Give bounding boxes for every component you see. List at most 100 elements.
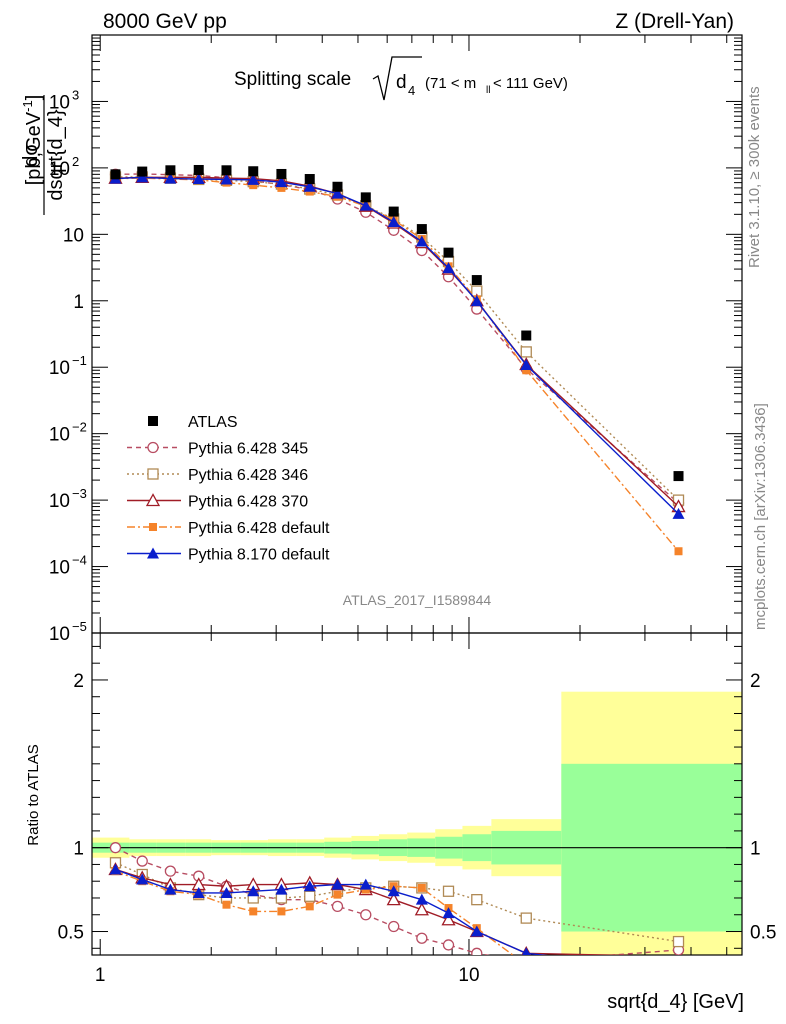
legend-label-ATLAS: ATLAS (188, 414, 238, 431)
y-tick-label: 10 (49, 92, 70, 113)
ratio-point-p8def (136, 873, 149, 885)
series-point-p346 (520, 346, 532, 358)
series-point-p8def (672, 507, 685, 519)
ratio-point-p8def (109, 863, 122, 875)
legend-marker-p346 (147, 468, 159, 480)
x-tick-label: 1 (95, 965, 106, 986)
series-point-p8def (520, 359, 533, 371)
atlas-data-point (276, 168, 287, 179)
ylabel-units-text: [pb,GeV (23, 111, 45, 185)
bottom-ylabel: Ratio to ATLAS (25, 744, 42, 845)
atlas-data-point (471, 275, 482, 286)
y-tick-label: 10 (49, 159, 70, 180)
atlas-data-point (521, 330, 532, 341)
series-point-p8def (220, 173, 233, 185)
ratio-line-p345 (115, 847, 679, 955)
title-mass-sub: ll (486, 85, 490, 96)
legend-marker-p8def (147, 547, 159, 559)
ratio-point-p6def (333, 890, 342, 899)
legend-label-p345: Pythia 6.428 345 (188, 441, 308, 458)
series-point-p8def (136, 171, 149, 183)
x-axis-label: sqrt{d_4} [GeV] (607, 991, 744, 1013)
legend-marker-atlas (148, 416, 158, 426)
series-line-p8def (115, 176, 680, 515)
series-point-p6def (522, 366, 531, 375)
ratio-point-p8def (442, 907, 455, 919)
atlas-data-point (416, 224, 427, 235)
y-tick-label: 10 (49, 624, 70, 645)
series-point-p8def (470, 295, 483, 307)
ratio-point-p8def (220, 886, 233, 898)
y-tick-label-exponent: −5 (72, 619, 87, 634)
legend-marker-p345 (147, 441, 159, 454)
ratio-line-p346 (115, 862, 679, 943)
series-point-p8def (192, 173, 205, 185)
y-tick-label: 10 (63, 225, 84, 246)
atlas-data-point (193, 164, 204, 175)
series-point-p8def (442, 262, 455, 274)
ratio-point-p346 (304, 890, 316, 902)
bottom-panel-series (108, 842, 685, 955)
ratio-point-p8def (387, 885, 400, 897)
series-point-p6def (674, 547, 683, 556)
atlas-data-point (304, 174, 315, 185)
top-ylabel: dσ dsqrt{d_4} (20, 95, 67, 215)
ratio-point-p8def (303, 880, 316, 892)
ratio-point-p8def (470, 925, 483, 937)
y-tick-label-exponent: −2 (72, 420, 87, 435)
ratio-point-p8def (522, 947, 531, 955)
ratio-tick-label-right: 2 (750, 671, 761, 692)
title-root-symbol: d (396, 72, 407, 93)
y-tick-label-exponent: −1 (72, 353, 87, 368)
series-point-p8def (415, 235, 428, 247)
ratio-series-group (108, 842, 685, 955)
ratio-point-p6def (277, 907, 286, 916)
top-ylabel-units: [pb,GeV-1] (20, 95, 45, 186)
ratio-point-p345 (360, 909, 372, 921)
ratio-point-p370 (441, 912, 456, 926)
atlas-data-point (248, 166, 259, 177)
atlas-data-point (388, 206, 399, 217)
legend-marker-p6def (149, 523, 157, 531)
ratio-line-p370 (115, 868, 635, 955)
ratio-tick-label-left: 1 (73, 839, 84, 860)
ratio-point-p370 (414, 902, 429, 916)
bottom-panel-frame (91, 632, 743, 956)
ratio-point-p6def (249, 907, 258, 916)
ratio-tick-label-right: 0.5 (750, 923, 776, 944)
ylabel-numerator: dσ (20, 143, 42, 167)
top-panel-frame (91, 34, 743, 634)
ratio-point-p8def (415, 893, 428, 905)
analysis-id: ATLAS_2017_I1589844 (343, 592, 492, 608)
plot-title: Splitting scale (234, 69, 351, 90)
y-tick-label: 10 (49, 558, 70, 579)
ratio-tick-label-left: 0.5 (58, 923, 84, 944)
ratio-point-p8def (275, 883, 288, 895)
atlas-data-point (360, 192, 371, 203)
atlas-data-point (332, 181, 343, 192)
header-right: Z (Drell-Yan) (615, 10, 734, 33)
ylabel-units: [pb,GeV-1] (20, 95, 45, 186)
y-tick-label: 10 (49, 491, 70, 512)
ratio-line-p8def (115, 868, 548, 955)
series-point-p6def (277, 183, 286, 192)
atlas-data-point (443, 247, 454, 258)
header-left: 8000 GeV pp (103, 10, 227, 33)
mcplots-label: mcplots.cern.ch [arXiv:1306.3436] (752, 403, 769, 630)
ratio-point-p346 (471, 894, 483, 906)
ratio-tick-label-right: 1 (750, 839, 761, 860)
ratio-point-p345 (109, 842, 122, 854)
ratio-point-p370 (386, 892, 401, 906)
ratio-point-p8def (331, 878, 344, 890)
ratio-point-p346 (672, 935, 685, 948)
ratio-point-p6def (417, 883, 426, 892)
uncertainty-bands (92, 691, 742, 955)
ratio-point-p345 (164, 865, 177, 877)
atlas-data-point (137, 166, 148, 177)
ratio-point-p346 (520, 912, 532, 924)
title-mass-range: (71 < m (425, 75, 476, 92)
series-point-p8def (275, 176, 288, 188)
ratio-point-p345 (416, 932, 428, 944)
